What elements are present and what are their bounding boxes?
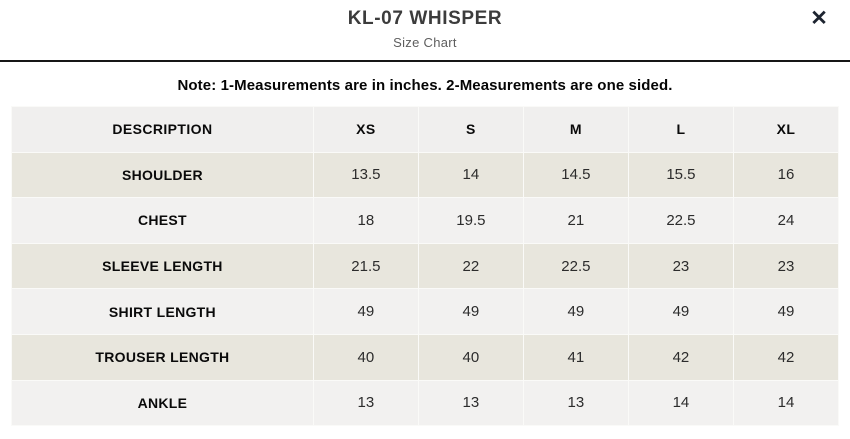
close-icon[interactable]: ✕: [806, 6, 832, 32]
measurement-value: 49: [417, 288, 524, 335]
measurement-value: 16: [732, 151, 840, 199]
row-label: SHOULDER: [11, 151, 314, 199]
row-label: SHIRT LENGTH: [11, 288, 314, 335]
row-label: SLEEVE LENGTH: [11, 242, 314, 290]
column-header-size: S: [417, 106, 524, 153]
measurement-value: 21.5: [312, 242, 419, 290]
size-chart-table: DESCRIPTION XS S M L XL SHOULDER 13.5 14 14.5 15.…: [11, 106, 840, 427]
measurement-value: 19.5: [417, 197, 524, 244]
measurement-value: 14: [627, 379, 734, 427]
table-row: CHEST 18 19.5 21 22.5 24: [11, 197, 840, 244]
measurement-value: 42: [627, 333, 734, 381]
measurement-value: 41: [522, 333, 629, 381]
measurement-value: 23: [627, 242, 734, 290]
size-table-container: DESCRIPTION XS S M L XL SHOULDER 13.5 14 14.5 15.…: [0, 106, 850, 427]
page-title: KL-07 WHISPER: [347, 8, 503, 29]
measurement-value: 13.5: [312, 151, 419, 199]
measurement-value: 49: [522, 288, 629, 335]
column-header-size: L: [627, 106, 734, 153]
column-header-size: XS: [312, 106, 419, 153]
measurement-value: 22.5: [627, 197, 734, 244]
measurement-value: 13: [522, 379, 629, 427]
measurement-value: 23: [732, 242, 840, 290]
page-subtitle: Size Chart: [393, 35, 457, 50]
measurement-note: Note: 1-Measurements are in inches. 2-Me…: [177, 77, 673, 94]
column-header-description: DESCRIPTION: [11, 106, 314, 153]
row-label: CHEST: [11, 197, 314, 244]
measurement-value: 14.5: [522, 151, 629, 199]
table-row: SHOULDER 13.5 14 14.5 15.5 16: [11, 151, 840, 199]
table-header-row: DESCRIPTION XS S M L XL: [11, 106, 840, 153]
measurement-value: 21: [522, 197, 629, 244]
measurement-value: 22: [417, 242, 524, 290]
row-label: ANKLE: [11, 379, 314, 427]
row-label: TROUSER LENGTH: [11, 333, 314, 381]
measurement-value: 49: [732, 288, 840, 335]
table-row: SHIRT LENGTH 49 49 49 49 49: [11, 288, 840, 335]
measurement-value: 49: [312, 288, 419, 335]
measurement-value: 42: [732, 333, 840, 381]
measurement-value: 40: [312, 333, 419, 381]
column-header-size: M: [522, 106, 629, 153]
measurement-value: 40: [417, 333, 524, 381]
measurement-value: 22.5: [522, 242, 629, 290]
modal-header: KL-07 WHISPER Size Chart ✕: [0, 0, 850, 62]
measurement-value: 14: [732, 379, 840, 427]
measurement-value: 49: [627, 288, 734, 335]
table-row: TROUSER LENGTH 40 40 41 42 42: [11, 333, 840, 381]
measurement-value: 13: [312, 379, 419, 427]
measurement-value: 18: [312, 197, 419, 244]
measurement-value: 14: [417, 151, 524, 199]
column-header-size: XL: [732, 106, 840, 153]
measurement-value: 13: [417, 379, 524, 427]
measurement-value: 15.5: [627, 151, 734, 199]
measurement-value: 24: [732, 197, 840, 244]
table-row: SLEEVE LENGTH 21.5 22 22.5 23 23: [11, 242, 840, 290]
table-row: ANKLE 13 13 13 14 14: [11, 379, 840, 427]
